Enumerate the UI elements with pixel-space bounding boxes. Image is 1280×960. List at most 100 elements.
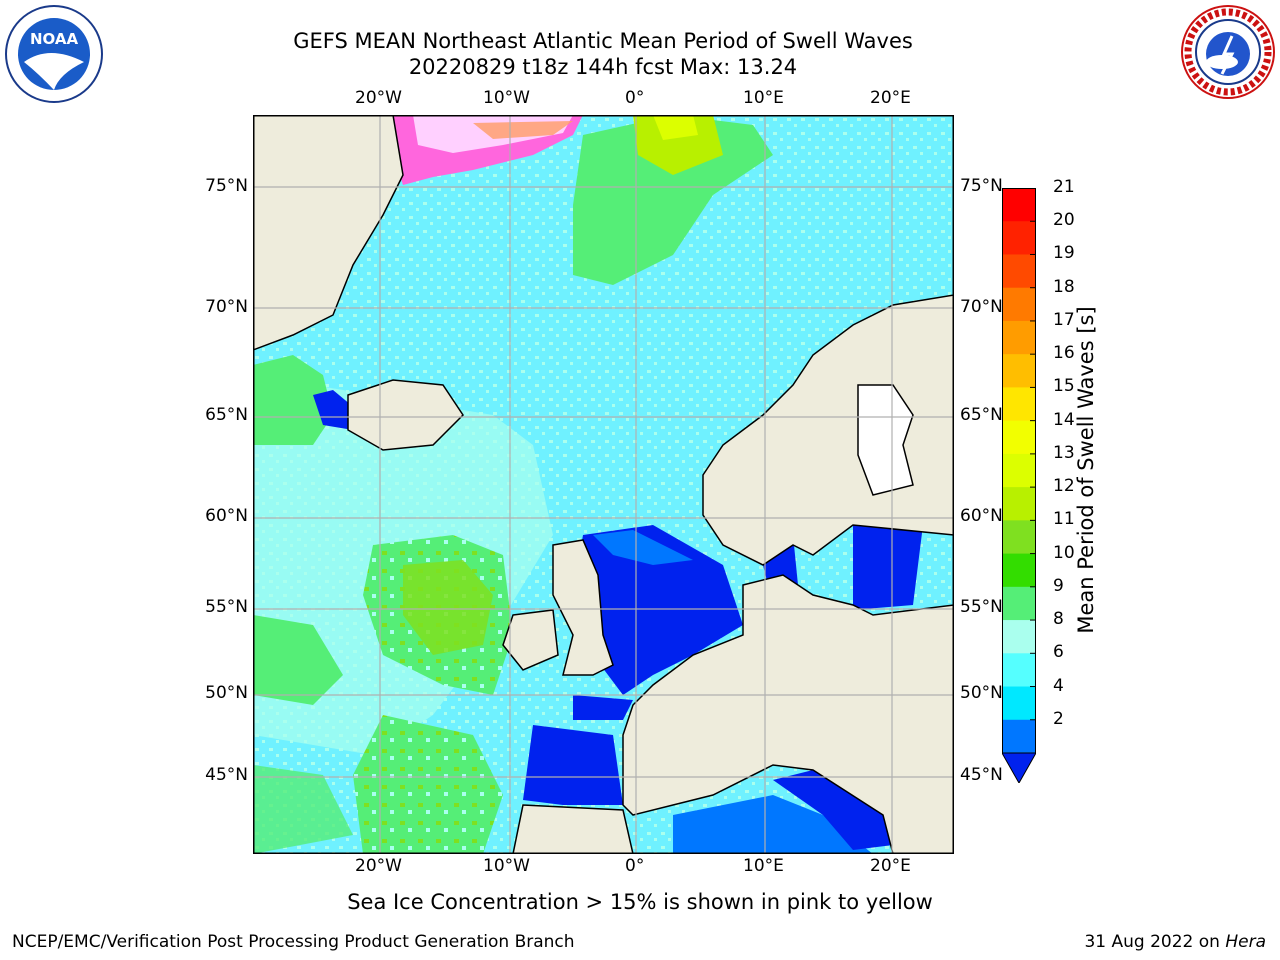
period-9-10-zone-biscay-west	[353, 715, 503, 854]
lon-tick-top-5: 20°E	[870, 88, 911, 108]
lat-tick-left-70: 70°N	[205, 297, 248, 317]
footer-date: 31 Aug 2022 on Hera	[1084, 932, 1266, 952]
colorbar-swatch	[1002, 221, 1036, 255]
period-2-4-biscay	[523, 725, 623, 805]
colorbar-tick-label: 10	[1053, 542, 1075, 563]
lon-tick-bottom-4: 10°E	[743, 856, 784, 876]
lat-tick-right-65: 65°N	[960, 405, 1003, 425]
colorbar-swatches	[1001, 187, 1037, 785]
map-title: GEFS MEAN Northeast Atlantic Mean Period…	[293, 29, 913, 53]
footer-host: Hera	[1225, 932, 1266, 952]
colorbar-tick-label: 19	[1053, 243, 1075, 264]
period-2-4-channel	[573, 695, 633, 720]
lon-tick-bottom-2: 10°W	[483, 856, 530, 876]
lat-tick-right-55: 55°N	[960, 597, 1003, 617]
lon-tick-bottom-3: 0°	[625, 856, 645, 876]
colorbar-swatch	[1002, 686, 1036, 721]
colorbar-swatch	[1002, 387, 1036, 422]
colorbar-tick-label: 20	[1053, 210, 1075, 231]
colorbar-swatch	[1002, 287, 1036, 322]
colorbar-swatch	[1002, 520, 1036, 555]
lon-tick-top-2: 10°W	[483, 88, 530, 108]
colorbar-tick-label: 13	[1053, 442, 1075, 463]
colorbar-tick-label: 18	[1053, 276, 1075, 297]
land-masses	[252, 114, 955, 855]
colorbar-tick-label: 12	[1053, 476, 1075, 497]
land-greenland	[252, 114, 404, 352]
colorbar-tick-label: 17	[1053, 309, 1075, 330]
colorbar-swatch	[1002, 653, 1036, 688]
lon-tick-bottom-5: 20°E	[870, 856, 911, 876]
colorbar	[1001, 187, 1037, 785]
colorbar-tick-label: 8	[1053, 609, 1064, 630]
colorbar-tick-label: 4	[1053, 675, 1064, 696]
lat-tick-right-45: 45°N	[960, 765, 1003, 785]
graticule	[253, 115, 954, 854]
nws-logo	[1180, 4, 1276, 100]
lat-tick-right-70: 70°N	[960, 297, 1003, 317]
period-2-4-baltic	[853, 525, 923, 610]
swell-period-map	[252, 114, 955, 855]
map-subtitle: 20220829 t18z 144h fcst Max: 13.24	[408, 55, 798, 79]
land-ireland	[502, 609, 559, 671]
lat-tick-right-75: 75°N	[960, 176, 1003, 196]
lon-tick-top-4: 10°E	[743, 88, 784, 108]
lat-tick-left-75: 75°N	[205, 176, 248, 196]
period-2-4-north-sea	[573, 525, 743, 695]
period-9-10-zone-iceland	[253, 355, 333, 445]
colorbar-swatch	[1002, 453, 1036, 488]
colorbar-tick-label: 2	[1053, 708, 1064, 729]
sea-ice-note: Sea Ice Concentration > 15% is shown in …	[347, 890, 933, 914]
lat-tick-right-50: 50°N	[960, 683, 1003, 703]
lat-tick-left-65: 65°N	[205, 405, 248, 425]
colorbar-swatch	[1002, 320, 1036, 355]
colorbar-frame	[1002, 188, 1036, 753]
land-gulf-of-bothnia	[857, 384, 914, 496]
sea-ice-yellow	[473, 121, 573, 139]
period-9-10-zone-southwest	[253, 765, 353, 854]
colorbar-tick-label: 16	[1053, 343, 1075, 364]
lat-tick-left-55: 55°N	[205, 597, 248, 617]
land-europe	[622, 574, 955, 855]
svg-text:NOAA: NOAA	[30, 30, 79, 48]
colorbar-swatch	[1002, 620, 1036, 654]
noaa-logo: NOAA	[4, 4, 104, 104]
period-13-14-zone	[653, 115, 698, 140]
lat-tick-right-60: 60°N	[960, 506, 1003, 526]
colorbar-swatch	[1002, 188, 1036, 222]
period-12-13-zone	[633, 115, 723, 175]
colorbar-swatch	[1002, 586, 1036, 621]
colorbar-swatch	[1002, 254, 1036, 289]
period-9-10-zone-south	[253, 615, 343, 705]
colorbar-swatch	[1002, 487, 1036, 521]
colorbar-label: Mean Period of Swell Waves [s]	[1074, 306, 1098, 634]
lon-tick-top-3: 0°	[625, 88, 645, 108]
colorbar-tick-label: 21	[1053, 177, 1075, 197]
lat-tick-left-60: 60°N	[205, 506, 248, 526]
colorbar-tick-label: 6	[1053, 642, 1064, 663]
lon-tick-top-1: 20°W	[355, 88, 402, 108]
map-frame	[253, 115, 954, 854]
colorbar-tick-label: 9	[1053, 575, 1064, 596]
colorbar-tick-label: 14	[1053, 409, 1075, 430]
map-panel	[252, 114, 955, 855]
colorbar-swatch	[1002, 420, 1036, 455]
land-great-britain	[552, 539, 614, 676]
period-9-10-zone-north	[573, 115, 773, 285]
colorbar-tick-label: 15	[1053, 376, 1075, 397]
lat-tick-left-50: 50°N	[205, 683, 248, 703]
land-iberia	[512, 804, 634, 855]
colorbar-swatch	[1002, 719, 1036, 754]
period-10-11-zone	[403, 560, 493, 655]
period-4-6-north-sea-edge	[593, 530, 693, 565]
colorbar-extend-triangle	[1001, 752, 1037, 785]
colorbar-tick-label: 11	[1053, 509, 1075, 530]
footer-credit: NCEP/EMC/Verification Post Processing Pr…	[12, 932, 575, 952]
lat-tick-left-45: 45°N	[205, 765, 248, 785]
footer-date-text: 31 Aug 2022 on	[1084, 932, 1226, 952]
land-iceland	[347, 379, 464, 451]
colorbar-swatch	[1002, 553, 1036, 588]
period-2-4-adriatic	[773, 770, 893, 850]
lon-tick-bottom-1: 20°W	[355, 856, 402, 876]
colorbar-swatch	[1002, 354, 1036, 388]
